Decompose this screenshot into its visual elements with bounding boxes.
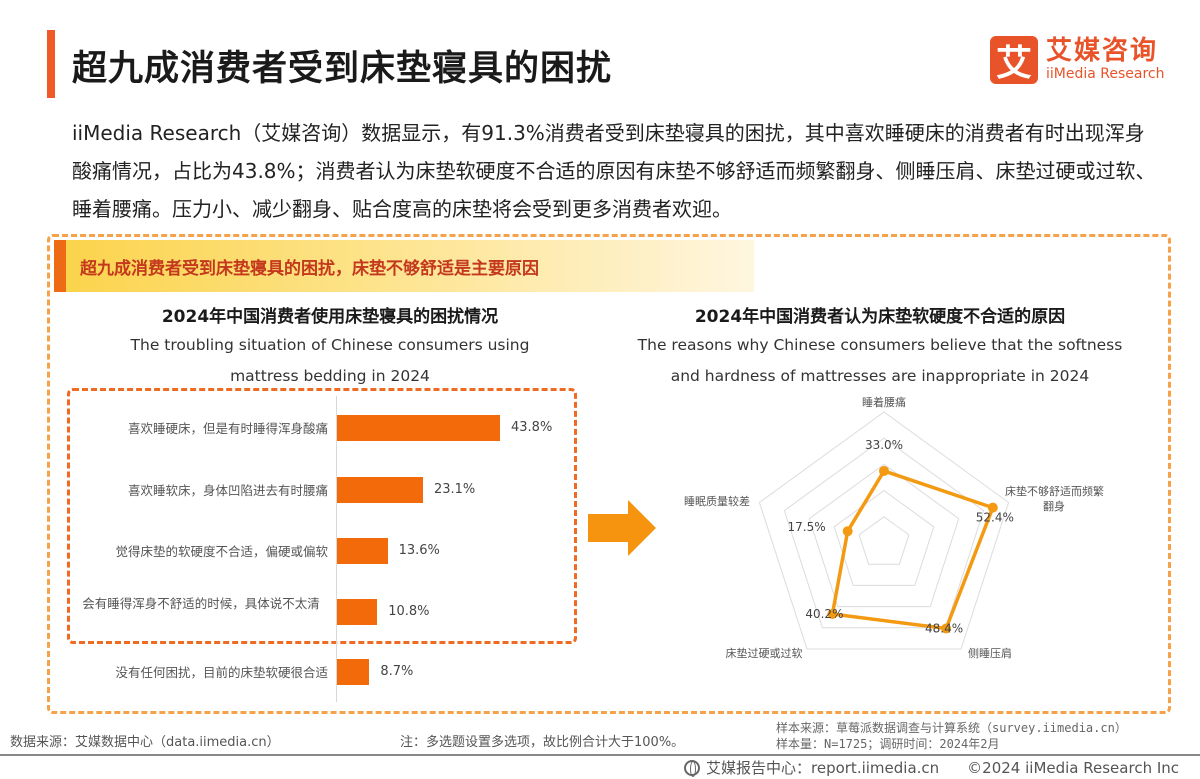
radar-chart-title: 2024年中国消费者认为床垫软硬度不合适的原因 xyxy=(694,307,1066,327)
radar-data-point xyxy=(842,526,853,537)
radar-axis-label: 床垫不够舒适而频繁翻身 xyxy=(1005,484,1104,513)
radar-grid-ring xyxy=(808,463,960,608)
radar-value-label: 40.2% xyxy=(805,607,843,621)
bar-chart-subtitle: The troubling situation of Chinese consu… xyxy=(70,330,590,392)
banner-text: 超九成消费者受到床垫寝具的困扰，床垫不够舒适是主要原因 xyxy=(80,259,539,279)
bar xyxy=(337,538,388,564)
footer-divider xyxy=(0,754,1200,756)
bar-value-label: 13.6% xyxy=(398,543,440,558)
arrow-right-icon xyxy=(588,500,656,556)
radar-chart-subtitle-line2: and hardness of mattresses are inappropr… xyxy=(670,367,1090,385)
bar-chart-subtitle-line2: mattress bedding in 2024 xyxy=(230,367,430,385)
radar-axis-label: 睡眠质量较差 xyxy=(684,494,750,508)
radar-chart-subtitle-line1: The reasons why Chinese consumers believ… xyxy=(637,336,1123,354)
logo: 艾 艾媒咨询 iiMedia Research xyxy=(990,36,1165,84)
logo-mark-icon: 艾 xyxy=(990,36,1038,84)
radar-value-label: 17.5% xyxy=(788,520,826,534)
radar-series-line xyxy=(830,468,996,631)
footnote: 注：多选题设置多选项，故比例合计大于100%。 xyxy=(400,735,685,750)
bar-category-label: 会有睡得浑身不舒适的时候，具体说不太清 xyxy=(82,596,320,611)
bar-category-label: 觉得床垫的软硬度不合适，偏硬或偏软 xyxy=(115,544,328,559)
copyright: ©2024 iiMedia Research Inc xyxy=(967,758,1180,777)
key-finding-banner: 超九成消费者受到床垫寝具的困扰，床垫不够舒适是主要原因 xyxy=(54,240,754,292)
radar-axis-label: 床垫过硬或过软 xyxy=(726,646,803,660)
radar-chart: 33.0% 52.4% 48.4% 40.2% 17.5% 睡着腰痛床垫不够舒适而频繁翻身… xyxy=(684,395,1104,660)
radar-axis-label: 侧睡压肩 xyxy=(968,646,1012,660)
content-frame xyxy=(47,234,1171,714)
bar-category-label: 喜欢睡软床，身体凹陷进去有时腰痛 xyxy=(127,483,328,498)
bar-value-label: 10.8% xyxy=(388,604,430,619)
sample-info: 样本来源：草莓派数据调查与计算系统（survey.iimedia.cn） 样本量… xyxy=(776,720,1127,752)
banner-accent-bar xyxy=(54,240,66,292)
report-center-link[interactable]: 艾媒报告中心：report.iimedia.cn xyxy=(706,759,940,777)
bar xyxy=(337,599,378,625)
bar-chart-title: 2024年中国消费者使用床垫寝具的困扰情况 xyxy=(161,307,499,327)
highlight-frame xyxy=(67,388,577,644)
radar-value-label: 48.4% xyxy=(925,621,963,635)
radar-grid-ring xyxy=(833,489,935,586)
footer-bottom: 艾媒报告中心：report.iimedia.cn ©2024 iiMedia R… xyxy=(684,757,1179,778)
logo-cn-text: 艾媒咨询 xyxy=(1046,36,1159,66)
bar-category-label: 喜欢睡硬床，但是有时睡得浑身酸痛 xyxy=(127,421,328,436)
page-title: 超九成消费者受到床垫寝具的困扰 xyxy=(72,49,613,89)
title-accent-bar xyxy=(47,30,55,98)
radar-data-point xyxy=(827,609,838,620)
radar-axis-label: 睡着腰痛 xyxy=(862,395,906,409)
radar-grid-ring xyxy=(858,516,910,565)
radar-chart-subtitle: The reasons why Chinese consumers believ… xyxy=(600,330,1160,392)
sample-source: 样本来源：草莓派数据调查与计算系统（survey.iimedia.cn） xyxy=(776,721,1127,735)
radar-value-label: 52.4% xyxy=(976,511,1014,525)
radar-data-point xyxy=(987,502,998,513)
summary-paragraph: iiMedia Research（艾媒咨询）数据显示，有91.3%消费者受到床垫… xyxy=(72,121,1156,221)
bar-category-label: 没有任何困扰，目前的床垫软硬很合适 xyxy=(115,665,328,680)
sample-size: 样本量：N=1725；调研时间：2024年2月 xyxy=(776,737,1000,751)
bar-chart-subtitle-line1: The troubling situation of Chinese consu… xyxy=(130,336,530,354)
radar-data-point xyxy=(941,623,952,634)
logo-en-text: iiMedia Research xyxy=(1046,66,1165,82)
radar-grid-ring xyxy=(758,411,1010,650)
radar-value-label: 33.0% xyxy=(865,438,903,452)
bar-axis-line xyxy=(336,396,337,702)
bar-value-label: 43.8% xyxy=(511,420,553,435)
radar-data-point xyxy=(879,465,889,476)
data-source: 数据来源：艾媒数据中心（data.iimedia.cn） xyxy=(10,735,280,750)
bar-value-label: 23.1% xyxy=(433,482,476,497)
bar-value-label: 8.7% xyxy=(380,664,414,679)
bar xyxy=(337,659,370,685)
bar xyxy=(337,415,500,441)
globe-icon xyxy=(684,759,700,777)
bar xyxy=(337,477,423,503)
